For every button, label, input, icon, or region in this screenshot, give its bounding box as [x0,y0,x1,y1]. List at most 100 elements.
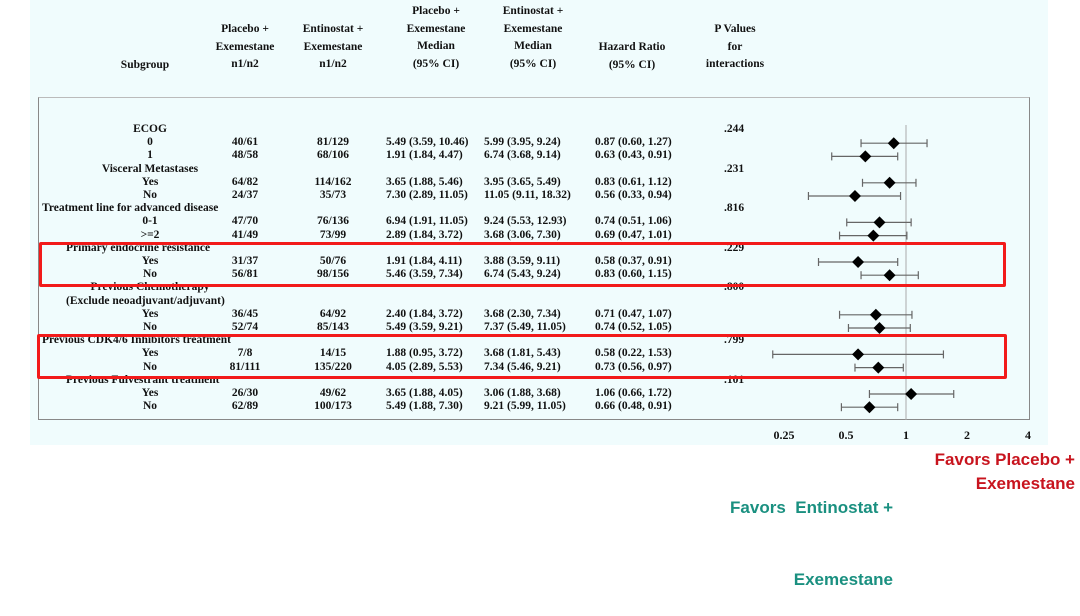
entinostat-median: 3.68 (1.81, 5.43) [484,347,561,360]
entinostat-median: 9.21 (5.99, 11.05) [484,400,566,413]
header-line: Exemestane [303,40,363,53]
entinostat-n: 68/106 [317,149,349,162]
x-tick-label: 0.25 [773,428,795,442]
hr-point [883,176,896,189]
entinostat-n: 114/162 [314,175,352,188]
entinostat-n: 81/129 [317,136,349,149]
entinostat-n: 64/92 [319,307,347,320]
header-line: Entinostat + [302,23,364,35]
favors-line: Favors Entinostat + [730,498,893,517]
subgroup-label: No [142,189,158,201]
entinostat-median: 6.74 (5.43, 9.24) [484,268,561,281]
subgroup-header: Visceral Metastases [101,162,199,175]
placebo-n: 24/37 [231,189,259,201]
entinostat-n: 98/156 [317,268,349,281]
entinostat-median: 5.99 (3.95, 9.24) [484,136,561,149]
header-entinostat-median: Entinostat + Exemestane Median (95% CI) [503,3,564,73]
subgroup-label: 1 [147,149,153,162]
placebo-n: 56/81 [231,268,259,281]
subgroup-label: Yes [141,347,159,360]
placebo-median: 1.91 (1.84, 4.47) [386,149,463,162]
p-value: .816 [724,202,745,215]
x-tick-label: 4 [1025,428,1031,442]
favors-line: Exemestane [793,570,893,589]
p-value: .231 [724,162,745,175]
hr-point [869,308,882,321]
hazard-ratio: 0.73 (0.56, 0.97) [595,360,672,373]
header-subgroup: Subgroup [120,59,170,71]
header-p-values: P Values for interactions [706,21,764,74]
subgroup-header: (Exclude neoadjuvant/adjuvant) [66,294,225,307]
hr-point [848,190,861,202]
header-placebo-n: Placebo + Exemestane n1/n2 [216,21,275,74]
entinostat-n: 73/99 [319,228,347,241]
placebo-median: 5.49 (1.88, 7.30) [386,400,463,413]
hr-point [852,348,865,361]
hr-point [905,388,918,400]
header-line: Exemestane [503,22,563,35]
hr-point [863,401,876,414]
placebo-n: 31/37 [231,255,259,267]
favors-placebo-label: Favors Placebo + Exemestane [900,448,1075,496]
header-line: Exemestane [215,40,275,53]
placebo-median: 2.89 (1.84, 3.72) [386,228,463,241]
highlight-box-primary-endocrine [39,242,1006,287]
hazard-ratio: 0.83 (0.60, 1.15) [595,268,672,281]
hr-point [873,216,886,229]
placebo-n: 62/89 [231,400,259,413]
subgroup-header: ECOG [133,123,167,135]
placebo-n: 64/82 [231,175,259,188]
subgroup-label: No [142,400,158,413]
header-line: n1/n2 [319,58,347,70]
subgroup-label: Yes [141,387,159,399]
header-line: Exemestane [406,22,466,35]
placebo-median: 6.94 (1.91, 11.05) [386,215,468,228]
placebo-n: 40/61 [231,136,259,149]
placebo-median: 3.65 (1.88, 4.05) [386,387,463,399]
subgroup-label: Yes [141,307,159,320]
x-tick-label: 1 [903,428,909,442]
hr-point [872,361,885,374]
hr-point [887,137,900,150]
hazard-ratio: 0.66 (0.48, 0.91) [595,400,672,413]
hazard-ratio: 0.74 (0.52, 1.05) [595,321,672,333]
entinostat-median: 3.68 (3.06, 7.30) [484,228,561,241]
placebo-median: 1.91 (1.84, 4.11) [386,255,463,267]
entinostat-median: 11.05 (9.11, 18.32) [484,189,571,201]
header-line: Median [417,40,455,52]
header-hazard-ratio: Hazard Ratio (95% CI) [599,39,666,74]
subgroup-header: Previous CDK4/6 Inhibitors treatment [42,334,231,347]
subgroup-header: Treatment line for advanced disease [42,202,219,215]
hazard-ratio: 0.63 (0.43, 0.91) [595,149,672,162]
hazard-ratio: 0.58 (0.22, 1.53) [595,347,672,360]
header-line: (95% CI) [608,58,656,71]
placebo-n: 26/30 [231,387,259,399]
header-line: Placebo + [221,23,269,35]
entinostat-median: 3.95 (3.65, 5.49) [484,175,561,188]
placebo-n: 81/111 [229,360,261,373]
placebo-median: 1.88 (0.95, 3.72) [386,347,463,360]
forest-plot [772,125,955,420]
entinostat-n: 85/143 [317,321,349,333]
header-line: for [727,40,743,53]
header-line: interactions [705,58,765,70]
header-line: Entinostat + [502,5,564,17]
placebo-median: 5.49 (3.59, 10.46) [386,136,469,149]
entinostat-median: 3.88 (3.59, 9.11) [484,255,561,267]
header-line: n1/n2 [231,58,259,70]
hr-point [867,229,880,242]
hazard-ratio: 0.74 (0.51, 1.06) [595,215,672,228]
entinostat-median: 7.34 (5.46, 9.21) [484,360,561,373]
subgroup-label: 0 [147,136,153,149]
entinostat-n: 76/136 [317,215,349,228]
hazard-ratio: 0.56 (0.33, 0.94) [595,189,672,201]
hr-point [883,269,896,282]
header-line: Median [514,40,552,52]
highlight-box-cdk46 [37,334,1007,379]
header-line: (95% CI) [412,57,460,70]
hazard-ratio: 0.58 (0.37, 0.91) [595,255,672,267]
placebo-median: 2.40 (1.84, 3.72) [386,307,463,320]
hazard-ratio: 0.71 (0.47, 1.07) [595,307,672,320]
favors-line: Favors Placebo + [934,450,1075,469]
placebo-n: 48/58 [231,149,259,162]
